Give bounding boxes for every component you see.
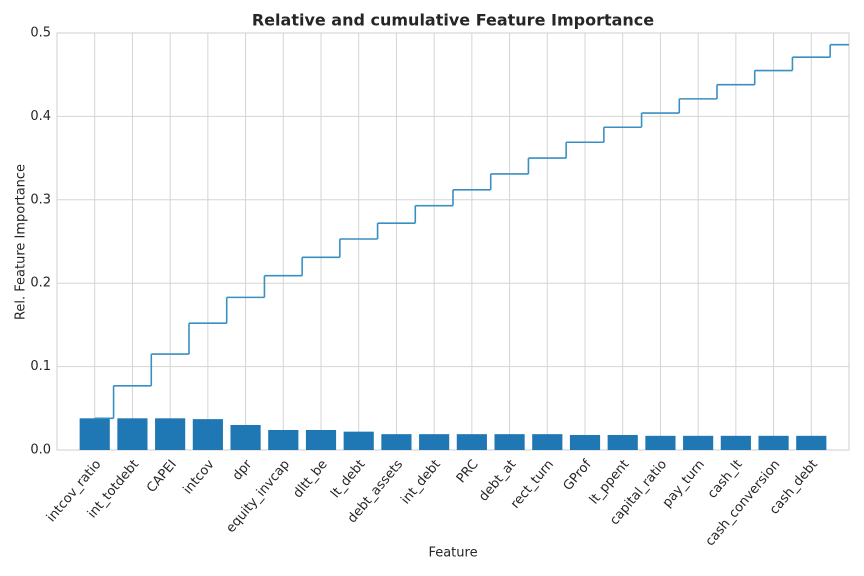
bar — [268, 429, 299, 450]
plot-frame — [56, 32, 850, 451]
x-tick-label: int_debt — [398, 457, 444, 507]
x-tick-label: GProf — [561, 457, 595, 494]
bar — [305, 429, 337, 450]
y-tick-label: 0.0 — [30, 443, 51, 458]
x-tick-label: PRC — [454, 457, 482, 486]
bar — [117, 418, 148, 450]
bar — [456, 434, 487, 450]
y-tick-label: 0.4 — [30, 109, 51, 124]
y-tick-label: 0.3 — [30, 192, 51, 207]
chart-title: Relative and cumulative Feature Importan… — [252, 11, 654, 30]
y-tick-label: 0.1 — [30, 359, 51, 374]
bar — [796, 435, 827, 450]
bar — [494, 434, 525, 450]
bar — [381, 434, 412, 450]
x-tick-label: CAPEI — [144, 457, 180, 496]
bar — [155, 418, 186, 450]
bar — [607, 434, 638, 450]
y-axis-label: Rel. Feature Importance — [14, 164, 29, 320]
bar — [645, 435, 676, 450]
bar — [79, 418, 110, 450]
x-tick-label: dltt_be — [290, 457, 330, 501]
x-axis-label: Feature — [428, 546, 477, 561]
bar — [683, 435, 714, 450]
bar — [532, 434, 563, 450]
bar — [569, 434, 601, 450]
x-tick-label: dpr — [230, 457, 256, 484]
bar — [230, 424, 261, 450]
bar — [343, 431, 374, 450]
y-tick-label: 0.2 — [30, 276, 51, 291]
y-tick-label: 0.5 — [30, 26, 51, 41]
x-tick-label: intcov — [181, 457, 218, 497]
bar — [419, 434, 450, 450]
bar — [720, 435, 751, 450]
bar — [192, 419, 223, 450]
bar — [758, 435, 789, 450]
